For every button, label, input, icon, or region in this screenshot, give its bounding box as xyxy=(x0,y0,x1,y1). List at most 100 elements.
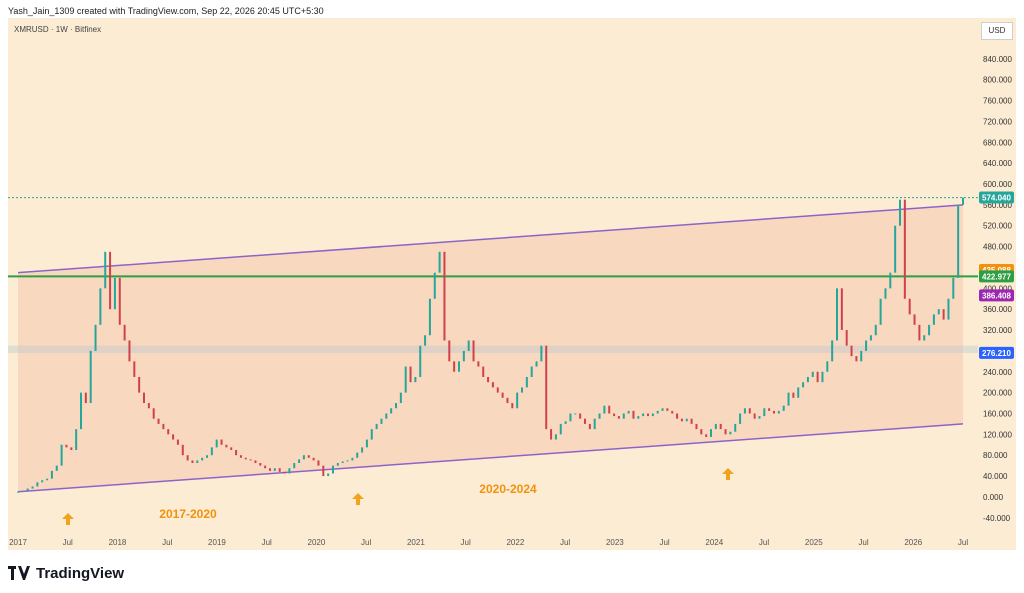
candle[interactable] xyxy=(133,361,136,377)
chart-area[interactable]: 840.000 800.000 760.000 720.000 680.000 640.0… xyxy=(8,18,1016,550)
candle[interactable] xyxy=(191,460,194,464)
candle[interactable] xyxy=(826,361,829,372)
candle[interactable] xyxy=(375,423,378,430)
candle[interactable] xyxy=(458,361,460,372)
candle[interactable] xyxy=(860,350,863,362)
candle[interactable] xyxy=(671,410,674,414)
candle[interactable] xyxy=(351,457,354,461)
candle[interactable] xyxy=(356,452,359,458)
candle[interactable] xyxy=(162,423,165,430)
candle[interactable] xyxy=(273,468,276,471)
candle[interactable] xyxy=(317,460,320,466)
candle[interactable] xyxy=(574,413,577,415)
candle[interactable] xyxy=(380,418,383,424)
candle[interactable] xyxy=(806,376,809,383)
candle[interactable] xyxy=(361,447,364,453)
candle[interactable] xyxy=(157,418,160,424)
candle[interactable] xyxy=(613,413,616,417)
candle[interactable] xyxy=(89,350,92,404)
candle[interactable] xyxy=(753,413,756,419)
candle[interactable] xyxy=(395,403,397,409)
candle[interactable] xyxy=(777,410,780,414)
candle[interactable] xyxy=(501,392,504,398)
candle[interactable] xyxy=(138,376,141,393)
candle[interactable] xyxy=(215,439,218,448)
candle[interactable] xyxy=(453,361,456,372)
candle[interactable] xyxy=(511,403,514,409)
candle[interactable] xyxy=(521,387,523,393)
candle[interactable] xyxy=(118,277,121,325)
candle[interactable] xyxy=(312,457,315,461)
candle[interactable] xyxy=(370,429,373,440)
candle[interactable] xyxy=(811,371,814,377)
candle[interactable] xyxy=(593,418,596,430)
candle[interactable] xyxy=(782,405,785,411)
candle[interactable] xyxy=(705,434,708,437)
candle[interactable] xyxy=(307,455,310,458)
candle[interactable] xyxy=(550,429,553,440)
candle[interactable] xyxy=(283,471,286,474)
candle[interactable] xyxy=(143,392,145,404)
candle[interactable] xyxy=(448,340,451,362)
candle[interactable] xyxy=(31,486,34,489)
candle[interactable] xyxy=(797,387,800,398)
candle[interactable] xyxy=(647,413,649,417)
candle[interactable] xyxy=(802,382,805,388)
candle[interactable] xyxy=(516,392,519,409)
candle[interactable] xyxy=(792,392,795,398)
candle[interactable] xyxy=(603,405,606,414)
candle[interactable] xyxy=(685,418,688,422)
candle[interactable] xyxy=(962,197,964,205)
candle[interactable] xyxy=(336,463,339,466)
candle[interactable] xyxy=(80,392,82,430)
candle[interactable] xyxy=(894,225,897,273)
candle[interactable] xyxy=(41,480,44,483)
candle[interactable] xyxy=(913,314,916,325)
currency-selector[interactable]: USD xyxy=(981,22,1013,40)
candle[interactable] xyxy=(288,468,291,474)
candle[interactable] xyxy=(46,478,49,481)
candle[interactable] xyxy=(748,408,751,414)
candle[interactable] xyxy=(249,459,252,461)
candle[interactable] xyxy=(230,447,233,450)
candle[interactable] xyxy=(918,324,921,341)
candle[interactable] xyxy=(564,421,567,424)
candle[interactable] xyxy=(172,434,175,440)
candle[interactable] xyxy=(433,272,436,299)
candle[interactable] xyxy=(719,423,722,430)
candle[interactable] xyxy=(714,423,717,430)
candle[interactable] xyxy=(346,460,349,462)
candle[interactable] xyxy=(763,408,766,417)
candle[interactable] xyxy=(176,439,179,445)
candle[interactable] xyxy=(264,465,267,469)
candle[interactable] xyxy=(559,423,562,435)
candle[interactable] xyxy=(584,418,586,424)
candle[interactable] xyxy=(438,251,441,273)
candle[interactable] xyxy=(787,392,790,406)
candle[interactable] xyxy=(535,361,538,367)
candle[interactable] xyxy=(496,387,499,393)
candle[interactable] xyxy=(36,482,39,487)
candle[interactable] xyxy=(690,418,693,424)
candle[interactable] xyxy=(816,371,819,383)
candle[interactable] xyxy=(845,330,848,346)
candle[interactable] xyxy=(60,444,63,466)
candle[interactable] xyxy=(850,345,853,357)
candle[interactable] xyxy=(210,447,213,456)
candle[interactable] xyxy=(123,324,126,341)
candle[interactable] xyxy=(365,439,368,448)
candle[interactable] xyxy=(928,324,931,336)
candle[interactable] xyxy=(75,429,78,450)
candle[interactable] xyxy=(899,199,901,226)
candle[interactable] xyxy=(167,429,170,435)
candle[interactable] xyxy=(327,473,330,477)
candle[interactable] xyxy=(196,460,199,464)
candle[interactable] xyxy=(113,277,116,310)
candle[interactable] xyxy=(588,423,591,430)
candle[interactable] xyxy=(743,408,746,414)
candle[interactable] xyxy=(225,444,228,448)
candle[interactable] xyxy=(244,457,247,460)
candle[interactable] xyxy=(428,298,431,336)
candle[interactable] xyxy=(99,288,102,325)
candle[interactable] xyxy=(399,392,402,404)
